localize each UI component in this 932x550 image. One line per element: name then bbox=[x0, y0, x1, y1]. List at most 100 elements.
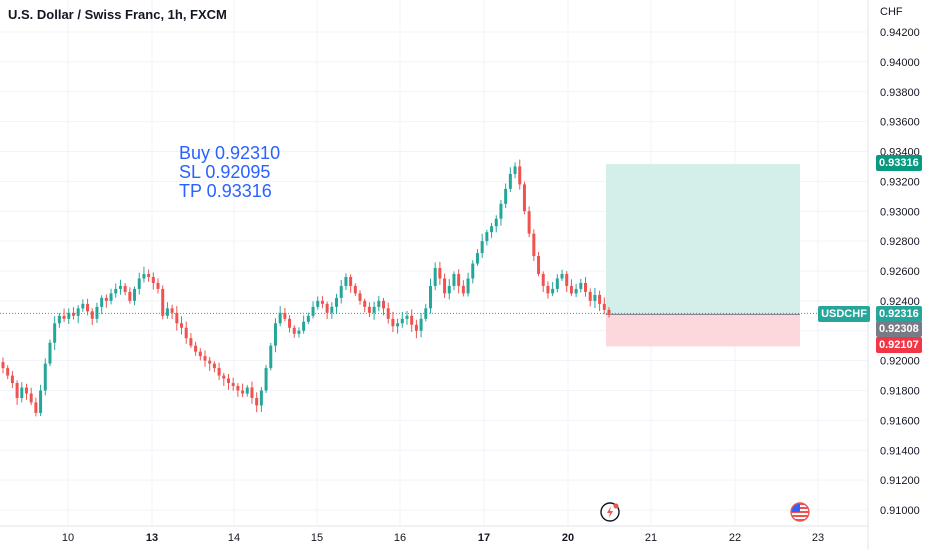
candle bbox=[560, 269, 564, 281]
trade-note[interactable]: Buy 0.92310 SL 0.92095 TP 0.93316 bbox=[179, 144, 280, 201]
time-tick-label: 20 bbox=[562, 532, 574, 544]
time-tick-label: 14 bbox=[228, 532, 240, 544]
candle bbox=[428, 278, 432, 314]
candle bbox=[574, 283, 578, 298]
price-tick-label: 0.91200 bbox=[880, 475, 920, 487]
candle bbox=[490, 222, 494, 238]
candle bbox=[386, 302, 390, 324]
candle bbox=[522, 181, 526, 215]
candle bbox=[231, 377, 235, 391]
price-tick-label: 0.91800 bbox=[880, 386, 920, 398]
candle bbox=[76, 305, 80, 324]
candle bbox=[71, 307, 75, 320]
candle bbox=[53, 316, 57, 351]
price-tick-label: 0.91000 bbox=[880, 505, 920, 517]
price-tick-label: 0.93000 bbox=[880, 206, 920, 218]
candle bbox=[602, 297, 606, 315]
candle bbox=[39, 384, 43, 416]
candle bbox=[236, 383, 240, 397]
candles bbox=[1, 159, 611, 417]
candle bbox=[24, 383, 28, 400]
candle bbox=[57, 312, 61, 328]
candle bbox=[118, 279, 122, 295]
candle bbox=[264, 364, 268, 393]
time-axis: 10 13 14 15 16 17 20 21 22 23 bbox=[62, 532, 824, 544]
chart-grid bbox=[0, 0, 869, 550]
profit-zone bbox=[606, 164, 800, 315]
candle bbox=[67, 308, 71, 324]
candle bbox=[137, 272, 141, 295]
candle bbox=[241, 383, 245, 398]
candle bbox=[156, 278, 160, 294]
position-zones bbox=[0, 164, 868, 347]
price-tick-label: 0.92400 bbox=[880, 296, 920, 308]
candle bbox=[466, 272, 470, 297]
candle bbox=[527, 206, 531, 238]
candle bbox=[20, 382, 24, 403]
candle bbox=[147, 269, 151, 282]
price-tick-label: 0.91400 bbox=[880, 445, 920, 457]
symbol-tag: USDCHF bbox=[818, 306, 870, 322]
time-tick-label: 15 bbox=[311, 532, 323, 544]
candle bbox=[217, 362, 221, 381]
candle bbox=[48, 339, 52, 367]
price-tick-label: 0.92000 bbox=[880, 356, 920, 368]
candle bbox=[15, 380, 19, 405]
note-sl-line: SL 0.92095 bbox=[179, 162, 271, 182]
candle bbox=[62, 308, 66, 323]
candle bbox=[151, 272, 155, 290]
time-tick-label: 21 bbox=[645, 532, 657, 544]
candle bbox=[457, 269, 461, 294]
candle bbox=[170, 304, 174, 320]
candle bbox=[607, 307, 611, 318]
candle bbox=[433, 262, 437, 291]
candle bbox=[339, 279, 343, 304]
candle bbox=[598, 290, 602, 312]
candle bbox=[452, 271, 456, 291]
candle bbox=[353, 283, 357, 297]
candle bbox=[81, 299, 85, 312]
candle bbox=[424, 303, 428, 322]
price-tick-label: 0.93200 bbox=[880, 176, 920, 188]
candle bbox=[311, 301, 315, 319]
candle bbox=[104, 294, 108, 308]
candle bbox=[90, 308, 94, 326]
candle bbox=[226, 373, 230, 390]
candle bbox=[579, 278, 583, 293]
entry-price-tag: 0.92308 bbox=[876, 321, 922, 337]
candle bbox=[532, 229, 536, 261]
candle bbox=[419, 313, 423, 338]
take-profit-tag: 0.93316 bbox=[876, 155, 922, 171]
candle bbox=[203, 350, 207, 367]
loss-zone bbox=[606, 314, 800, 347]
note-tp-line: TP 0.93316 bbox=[179, 181, 272, 201]
candle bbox=[414, 319, 418, 339]
candle bbox=[330, 302, 334, 319]
candle bbox=[405, 310, 409, 325]
candle bbox=[593, 288, 597, 309]
candle bbox=[588, 288, 592, 307]
candle bbox=[165, 302, 169, 319]
lightning-icon[interactable] bbox=[600, 502, 620, 522]
candle bbox=[198, 348, 202, 361]
candle bbox=[372, 301, 376, 320]
chart-title: U.S. Dollar / Swiss Franc, 1h, FXCM bbox=[8, 7, 227, 22]
candle bbox=[471, 260, 475, 284]
time-tick-label: 16 bbox=[394, 532, 406, 544]
candle bbox=[273, 318, 277, 353]
candle bbox=[194, 341, 198, 356]
candle bbox=[302, 315, 306, 334]
note-buy-line: Buy 0.92310 bbox=[179, 143, 281, 163]
candle bbox=[161, 285, 165, 320]
us-flag-icon[interactable] bbox=[790, 502, 810, 522]
candle bbox=[222, 372, 226, 386]
candle bbox=[447, 279, 451, 300]
candle bbox=[306, 312, 310, 325]
time-tick-label: 10 bbox=[62, 532, 74, 544]
candle bbox=[325, 301, 329, 320]
price-tick-label: 0.91600 bbox=[880, 415, 920, 427]
candle bbox=[34, 397, 38, 417]
candle bbox=[283, 308, 287, 322]
candle bbox=[475, 249, 479, 266]
